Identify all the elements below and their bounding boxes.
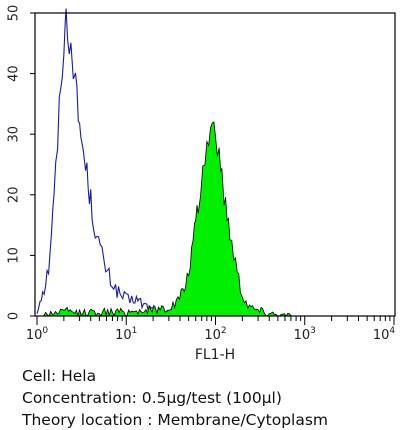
caption-cell: Cell: Hela [22, 367, 97, 385]
series-outline-histogram [36, 8, 181, 317]
x-axis-label: FL1-H [195, 347, 235, 363]
caption-concentration: Concentration: 0.5µg/test (100µl) [22, 389, 282, 407]
y-tick-label: 10 [7, 247, 22, 264]
x-tick-label: 102 [204, 326, 226, 343]
y-tick-label: 50 [7, 5, 22, 22]
y-axis: 0 10 20 30 40 50 [7, 5, 35, 320]
y-tick-label: 20 [7, 187, 22, 204]
x-tick-label: 101 [115, 326, 137, 343]
y-tick-label: 40 [7, 65, 22, 82]
x-tick-label: 104 [373, 326, 396, 343]
y-tick-label: 30 [7, 126, 22, 143]
x-axis: 100 101 102 103 104 [26, 316, 396, 343]
chart-marks [36, 8, 292, 318]
caption-location: Theory location : Membrane/Cytoplasm [22, 411, 329, 429]
y-tick-label: 0 [7, 312, 22, 320]
x-tick-label: 103 [294, 326, 316, 343]
series-filled-histogram [43, 121, 292, 318]
histogram-chart: 0 10 20 30 40 50 100 101 102 103 104 FL1-H [7, 5, 396, 363]
x-tick-label: 100 [26, 326, 49, 343]
